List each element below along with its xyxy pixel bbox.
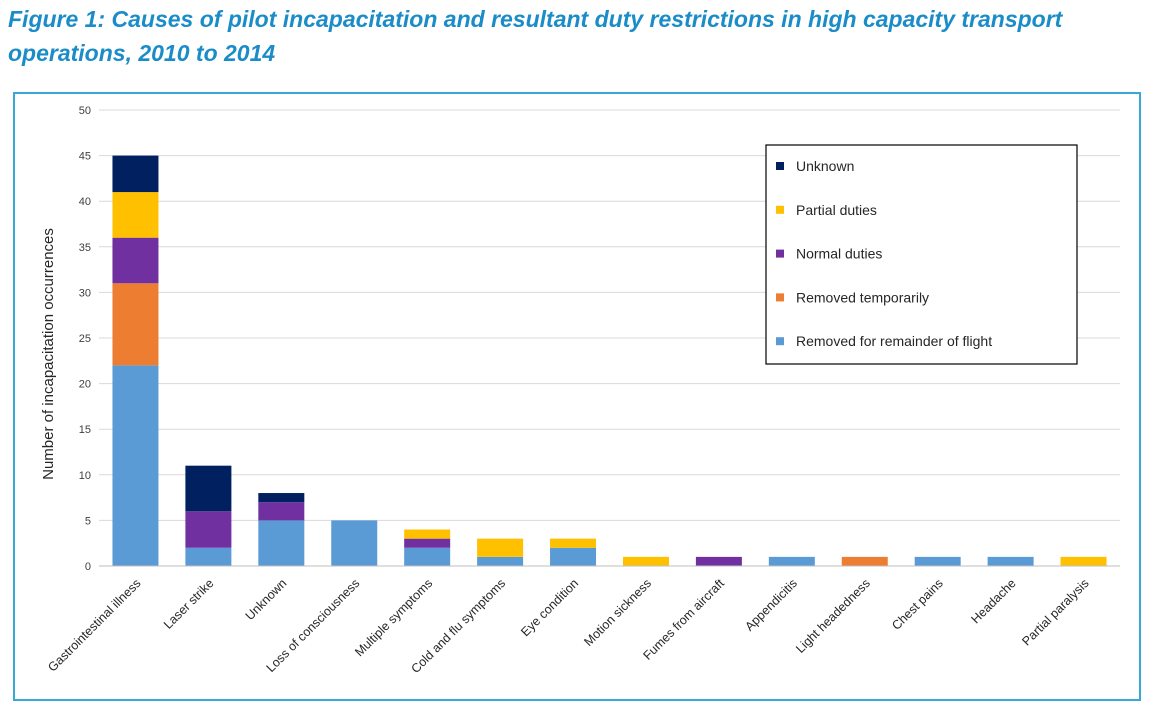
bar-segment [550,538,597,548]
x-tick-label: Appendicitis [742,576,800,634]
bar-segment [622,556,669,566]
bar-segment [185,547,232,566]
x-tick-label: Headache [969,576,1019,626]
y-tick-label: 40 [79,196,91,208]
bar-segment [112,365,159,566]
bar-segment [404,547,451,566]
legend-label: Removed temporarily [796,289,929,305]
y-tick-label: 35 [79,242,91,254]
bar-segment [112,237,159,284]
y-tick-label: 15 [79,424,91,436]
figure-title: Figure 1: Causes of pilot incapacitation… [8,6,1063,66]
legend-box [765,144,1078,365]
y-tick-label: 10 [79,470,91,482]
legend-swatch [776,337,784,346]
legend-label: Normal duties [796,246,882,262]
bars [112,155,1107,566]
bar-segment [112,283,159,366]
bar-segment [987,556,1034,566]
x-tick-label: Laser strike [161,576,217,632]
y-tick-label: 50 [79,105,91,117]
y-tick-label: 45 [79,151,91,163]
bar-segment [477,556,524,566]
bar-segment [185,465,232,512]
bar-segment [914,556,961,566]
legend-swatch [776,205,784,214]
x-tick-label: Gastrointestinal illness [45,576,143,674]
y-tick-label: 0 [85,561,91,573]
legend: Unknown Partial duties Normal duties Remove… [765,144,1078,365]
y-tick-label: 25 [79,333,91,345]
bar-segment [550,547,597,566]
y-tick-label: 5 [85,515,91,527]
category-labels: Gastrointestinal illness Laser strike Unkn… [45,576,1091,676]
bar-segment [477,538,524,557]
bar-segment [185,511,232,548]
bar-segment [404,538,451,548]
y-axis-title: Number of incapacitation occurrences [40,228,57,480]
legend-swatch [776,249,784,258]
bar-segment [112,155,159,193]
bar-segment [258,502,305,521]
chart-frame: 0 5 10 15 20 25 30 35 40 45 50 Gastrointestinal il… [13,92,1141,701]
legend-swatch [776,293,784,302]
gridlines [99,109,1120,521]
y-axis-ticks: 0 5 10 15 20 25 30 35 40 45 50 [79,105,91,573]
x-tick-label: Unknown [243,576,290,623]
legend-label: Removed for remainder of flight [796,333,992,349]
bar-segment [258,493,305,503]
x-tick-label: Fumes from aircraft [640,576,727,663]
x-tick-label: Eye condition [518,576,581,639]
bar-segment [404,529,451,539]
legend-swatch [776,162,784,170]
y-tick-label: 20 [79,379,91,391]
x-tick-label: Multiple symptoms [352,576,435,659]
y-tick-label: 30 [79,287,91,299]
x-tick-label: Partial paralysis [1019,576,1091,648]
x-tick-label: Light headedness [793,576,873,656]
bar-segment [768,556,815,566]
x-tick-label: Motion sickness [581,576,654,649]
bar-segment [258,520,305,566]
bar-segment [695,556,742,566]
bar-segment [1060,556,1107,566]
bar-segment [112,192,159,238]
x-tick-label: Chest pains [889,576,946,633]
legend-label: Partial duties [796,202,877,218]
bar-segment [841,556,888,566]
bar-segment [331,520,378,566]
stacked-bar-chart: 0 5 10 15 20 25 30 35 40 45 50 Gastrointestinal il… [40,105,1120,676]
legend-label: Unknown [796,158,854,174]
